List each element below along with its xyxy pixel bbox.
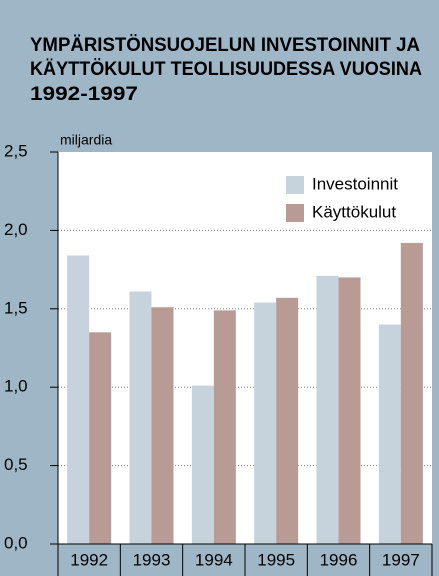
legend-label: Investoinnit	[312, 174, 398, 193]
bar	[191, 385, 214, 544]
y-tick-label: 2,0	[4, 220, 28, 239]
chart-title: 1992-1997	[30, 84, 138, 105]
bar	[254, 302, 277, 544]
y-tick-label: 1,0	[4, 377, 28, 396]
chart-title: KÄYTTÖKULUT TEOLLISUUDESSA VUOSINA	[30, 59, 422, 80]
x-tick-label: 1996	[320, 550, 358, 569]
bar	[213, 310, 236, 544]
bar	[67, 255, 90, 544]
x-tick-label: 1995	[257, 550, 295, 569]
chart-title: YMPÄRISTÖNSUOJELUN INVESTOINNIT JA	[30, 35, 420, 56]
bar	[316, 275, 339, 544]
bar	[151, 307, 174, 544]
y-axis-label: miljardia	[60, 132, 112, 148]
bar	[378, 324, 401, 544]
x-tick-label: 1994	[195, 550, 233, 569]
bar	[276, 297, 299, 544]
bar	[400, 242, 423, 544]
y-tick-label: 0,0	[4, 533, 28, 552]
bar	[129, 291, 152, 544]
legend-label: Käyttökulut	[312, 202, 396, 221]
x-tick-label: 1997	[382, 550, 420, 569]
bar	[338, 277, 361, 544]
legend-swatch	[286, 176, 304, 194]
y-tick-label: 2,5	[4, 141, 28, 160]
x-tick-label: 1993	[133, 550, 171, 569]
plot-area	[58, 152, 432, 544]
y-tick-label: 1,5	[4, 298, 28, 317]
y-tick-label: 0,5	[4, 455, 28, 474]
legend-swatch	[286, 204, 304, 222]
bar	[89, 332, 112, 544]
x-tick-label: 1992	[70, 550, 108, 569]
